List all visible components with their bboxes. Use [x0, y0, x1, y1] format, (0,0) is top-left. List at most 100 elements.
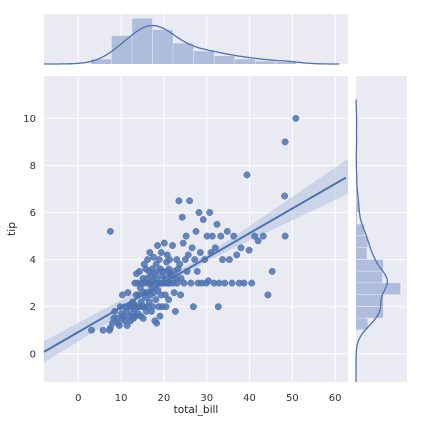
data-point — [208, 232, 216, 240]
data-point — [221, 279, 229, 287]
right-hist-bar — [356, 271, 383, 283]
data-point — [206, 209, 214, 216]
right-hist-bar — [356, 247, 367, 259]
x-tick-label: 10 — [115, 393, 128, 404]
data-point — [199, 216, 207, 224]
top-marginal-bars — [91, 18, 297, 64]
data-point — [189, 303, 197, 311]
regression-line — [43, 176, 347, 353]
data-point — [237, 244, 245, 252]
data-point — [144, 256, 152, 264]
data-point — [223, 227, 231, 235]
top-hist-bar — [255, 61, 276, 64]
top-hist-bar — [132, 18, 153, 64]
x-tick-label: 50 — [286, 393, 299, 404]
y-tick-label: 4 — [30, 255, 36, 266]
data-point — [186, 197, 194, 205]
data-point — [281, 232, 289, 240]
data-point — [161, 291, 169, 299]
data-point — [268, 267, 276, 275]
right-marginal-histogram — [355, 76, 407, 382]
data-point — [259, 232, 267, 240]
data-point — [176, 260, 184, 268]
y-tick-label: 10 — [23, 114, 36, 125]
data-point — [245, 246, 253, 254]
data-point — [88, 326, 95, 334]
right-hist-bar — [356, 200, 360, 212]
data-point — [214, 303, 222, 311]
data-point — [99, 326, 107, 334]
data-point — [213, 220, 221, 228]
data-point — [106, 227, 114, 235]
y-tick-label: 0 — [30, 349, 36, 360]
x-axis-label: total_bill — [174, 404, 219, 416]
right-hist-bar — [356, 318, 368, 330]
x-tick-label: 0 — [75, 393, 81, 404]
data-point — [115, 322, 123, 329]
x-tick-labels: 0 10 20 30 40 50 60 — [75, 393, 341, 404]
data-point — [153, 319, 161, 327]
top-hist-bar — [91, 59, 112, 64]
top-marginal-histogram — [44, 14, 348, 65]
data-point — [192, 227, 200, 235]
data-point — [175, 197, 183, 205]
data-point — [124, 289, 132, 297]
data-point — [230, 232, 238, 240]
data-point — [165, 296, 173, 304]
right-hist-bar — [356, 259, 384, 271]
data-point — [228, 279, 236, 287]
data-point — [146, 249, 154, 256]
data-point — [162, 303, 170, 311]
data-point — [211, 244, 219, 252]
top-hist-bar — [235, 59, 255, 64]
top-hist-bar — [152, 29, 173, 64]
x-tick-label: 60 — [329, 393, 342, 404]
data-point — [160, 239, 168, 247]
data-point — [196, 249, 204, 256]
y-tick-label: 2 — [30, 302, 36, 313]
top-hist-bar — [111, 35, 132, 64]
right-hist-bar — [356, 189, 357, 201]
data-point — [281, 138, 289, 146]
data-point — [251, 232, 259, 240]
data-point — [182, 232, 190, 240]
right-hist-bar — [356, 212, 357, 224]
data-point — [179, 239, 187, 247]
data-point — [170, 289, 178, 297]
data-point — [191, 256, 199, 264]
data-point — [173, 279, 181, 287]
data-point — [240, 279, 248, 287]
scatter-panel — [43, 76, 348, 382]
scatter-points — [88, 114, 300, 334]
right-marginal-bars — [356, 130, 401, 330]
data-point — [154, 242, 161, 249]
data-point — [219, 256, 226, 264]
data-point — [157, 249, 165, 256]
data-point — [281, 192, 289, 200]
y-tick-label: 8 — [30, 161, 36, 172]
data-point — [195, 209, 203, 216]
data-point — [180, 279, 188, 287]
x-tick-label: 30 — [200, 393, 213, 404]
x-tick-label: 40 — [243, 393, 256, 404]
right-hist-bar — [356, 236, 368, 248]
top-hist-bar — [214, 56, 235, 64]
data-point — [225, 256, 233, 264]
data-point — [243, 171, 251, 179]
data-point — [166, 256, 173, 264]
data-point — [193, 267, 201, 275]
data-point — [264, 291, 272, 299]
data-point — [233, 251, 241, 259]
right-hist-bar — [356, 306, 384, 318]
data-point — [149, 303, 157, 311]
data-point — [187, 279, 195, 287]
top-hist-bar — [173, 43, 194, 64]
data-point — [152, 296, 160, 304]
data-point — [156, 312, 164, 320]
right-marginal-kde-curve — [355, 99, 389, 382]
y-tick-labels: 0 2 4 6 8 10 — [23, 114, 36, 360]
data-point — [178, 213, 186, 221]
data-point — [217, 232, 225, 240]
